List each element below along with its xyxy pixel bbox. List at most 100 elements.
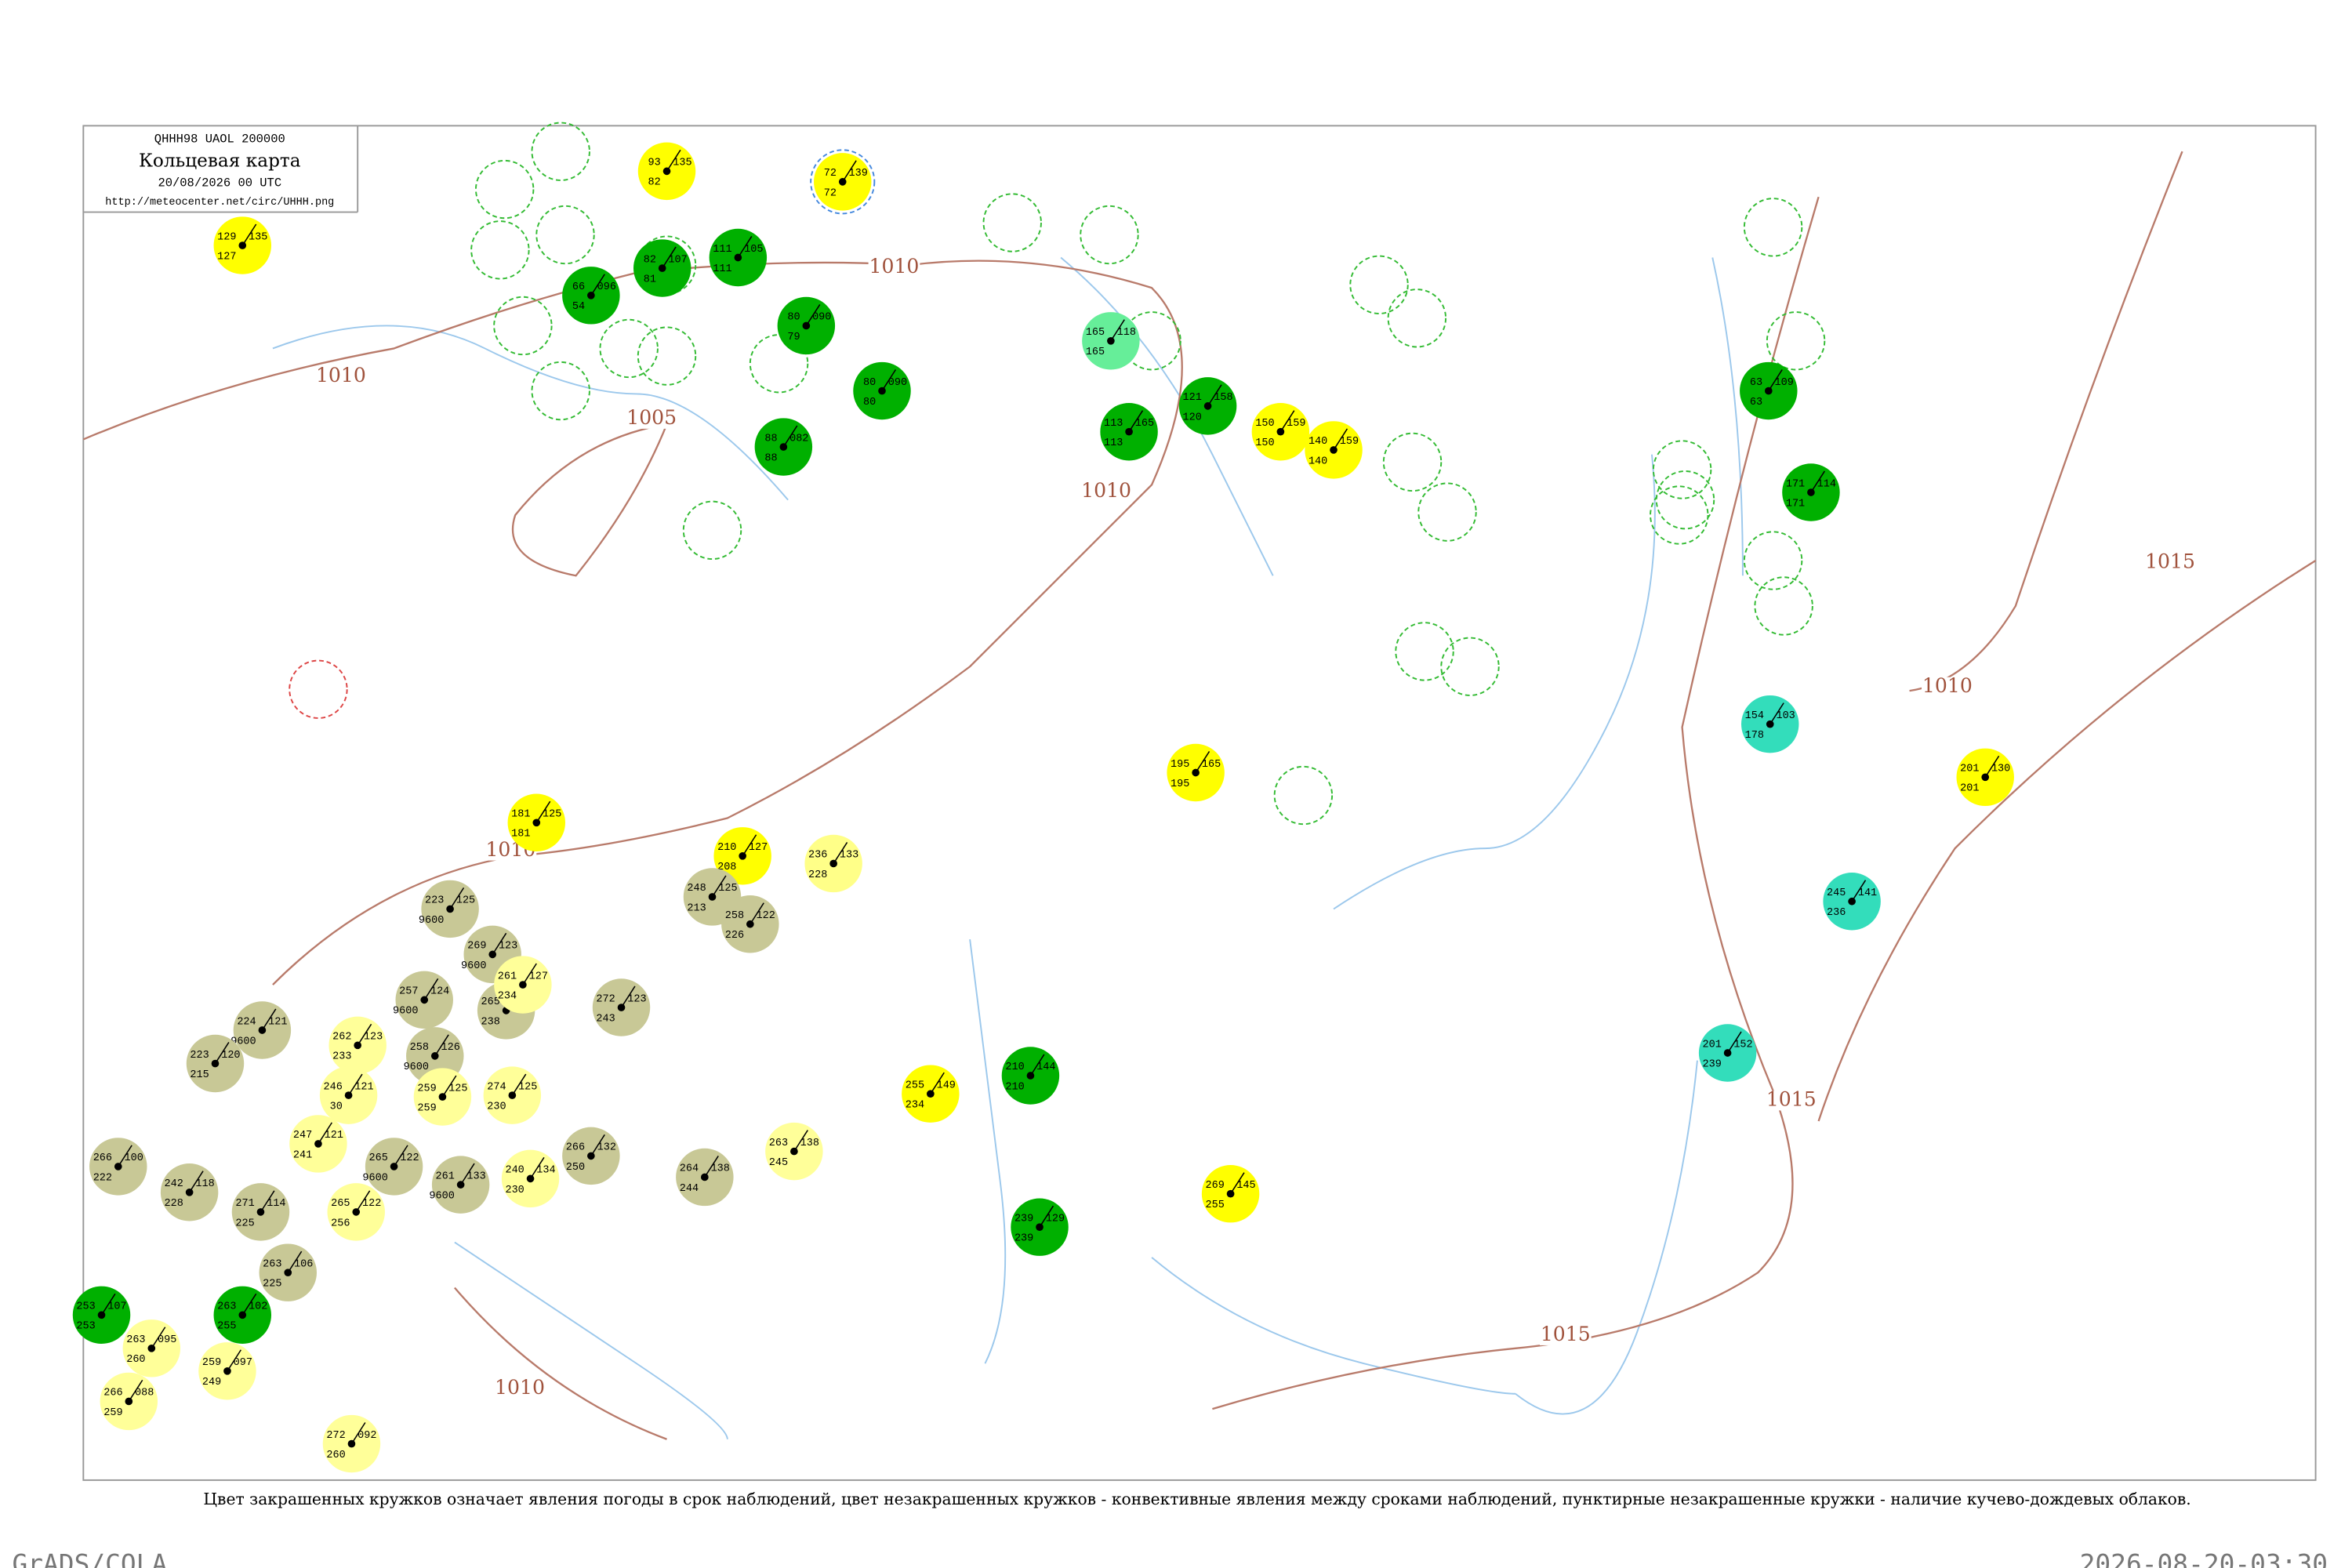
cb-ring (1382, 432, 1443, 492)
station-temp: 223 (425, 895, 444, 907)
station-dew: 63 (1750, 397, 1762, 408)
cb-ring (1743, 531, 1803, 590)
station-dew: 72 (824, 187, 837, 199)
cb-ring (1754, 576, 1813, 636)
station-pressure: 123 (499, 941, 517, 953)
cb-ring (982, 193, 1042, 252)
wind-barb (1128, 410, 1144, 433)
station-dew: 259 (103, 1407, 122, 1419)
wind-barb (833, 841, 848, 864)
station-pressure: 096 (597, 281, 616, 293)
cb-ring (637, 326, 697, 386)
wind-barb (793, 1130, 808, 1152)
station-dew: 253 (76, 1321, 95, 1333)
wind-barb (357, 1023, 372, 1046)
station-dew: 256 (331, 1218, 350, 1229)
station-temp: 224 (237, 1016, 256, 1028)
station-temp: 140 (1308, 436, 1327, 448)
station-temp: 263 (263, 1258, 281, 1270)
wind-barb (1029, 1054, 1045, 1076)
station-pressure: 106 (294, 1258, 313, 1270)
wind-barb (1279, 410, 1295, 433)
station-pressure: 095 (158, 1334, 176, 1346)
station-dew: 234 (906, 1100, 924, 1112)
wind-barb (737, 236, 753, 258)
cb-ring (470, 220, 530, 280)
cb-ring (1652, 440, 1712, 499)
isobar-label: 1015 (1541, 1323, 1591, 1345)
station-pressure: 139 (848, 168, 867, 180)
station-temp: 263 (217, 1301, 236, 1313)
station-dot (223, 1367, 231, 1375)
station-dot (838, 178, 847, 186)
cb-ring (1080, 205, 1139, 265)
station-dew: 181 (511, 829, 530, 840)
wind-barb (1810, 470, 1825, 493)
footer-left: GrADS/COLA (12, 1549, 167, 1568)
cb-ring (682, 500, 742, 561)
cb-ring (1273, 765, 1334, 826)
station-pressure: 144 (1036, 1062, 1055, 1073)
station-temp: 223 (190, 1050, 209, 1062)
station-pressure: 141 (1858, 887, 1877, 899)
wind-barb (393, 1145, 408, 1167)
station-pressure: 103 (1776, 710, 1795, 722)
station-pressure: 135 (249, 231, 267, 243)
wind-barb (261, 1008, 277, 1031)
wind-barb (511, 1073, 527, 1096)
station-dew: 259 (417, 1102, 436, 1114)
station-pressure: 125 (456, 895, 475, 907)
station-pressure: 092 (358, 1430, 376, 1442)
wind-barb (441, 1075, 457, 1098)
station-temp: 201 (1703, 1039, 1722, 1051)
station-pressure: 114 (267, 1198, 285, 1210)
cb-ring (531, 122, 590, 181)
isobars (82, 151, 2317, 1440)
station-dew: 244 (680, 1183, 699, 1195)
station-temp: 263 (769, 1138, 788, 1149)
station-temp: 259 (417, 1083, 436, 1094)
station-temp: 154 (1745, 710, 1764, 722)
station-pressure: 100 (125, 1152, 143, 1164)
station-dot (1107, 336, 1115, 345)
station-dew: 215 (190, 1069, 209, 1081)
isobar-label: 1015 (2145, 550, 2195, 573)
station-pressure: 114 (1817, 478, 1836, 490)
cb-ring (1122, 311, 1181, 371)
station-temp: 248 (687, 883, 706, 895)
wind-barb (1229, 1172, 1245, 1195)
isobar-label-bg (494, 1378, 546, 1399)
station-temp: 272 (326, 1430, 345, 1442)
station-dot (1764, 387, 1773, 395)
station-temp: 72 (824, 168, 837, 180)
station-dew: 225 (263, 1279, 281, 1290)
isobar-label-bg (2144, 553, 2196, 573)
station-temp: 245 (1827, 887, 1846, 899)
station-temp: 201 (1960, 764, 1979, 775)
station-dew: 88 (764, 452, 777, 464)
station-temp: 258 (725, 910, 744, 922)
station-dot (446, 905, 454, 913)
wind-barb (449, 887, 465, 909)
isobar-label: 1010 (1081, 479, 1131, 502)
station-dew: 249 (202, 1377, 221, 1388)
station-dew: 260 (326, 1450, 345, 1461)
station-dot (734, 253, 742, 262)
wind-barb (434, 1034, 449, 1057)
cb-ring (1766, 311, 1826, 371)
cb-ring (493, 296, 553, 356)
caption: Цвет закрашенных кружков означает явлени… (203, 1490, 2190, 1508)
cb-ring (1387, 289, 1447, 348)
station-temp: 82 (644, 254, 656, 266)
wind-barb (227, 1349, 241, 1372)
wind-barb (805, 303, 821, 326)
station-temp: 246 (324, 1081, 343, 1093)
wind-barb (347, 1073, 363, 1096)
cb-ring (1395, 622, 1454, 681)
station-temp: 239 (1014, 1213, 1033, 1225)
wind-barb (666, 149, 681, 172)
wind-barb (662, 246, 677, 269)
map-frame (82, 125, 2317, 1481)
station-dew: 9600 (404, 1062, 429, 1073)
cb-ring (810, 149, 876, 215)
